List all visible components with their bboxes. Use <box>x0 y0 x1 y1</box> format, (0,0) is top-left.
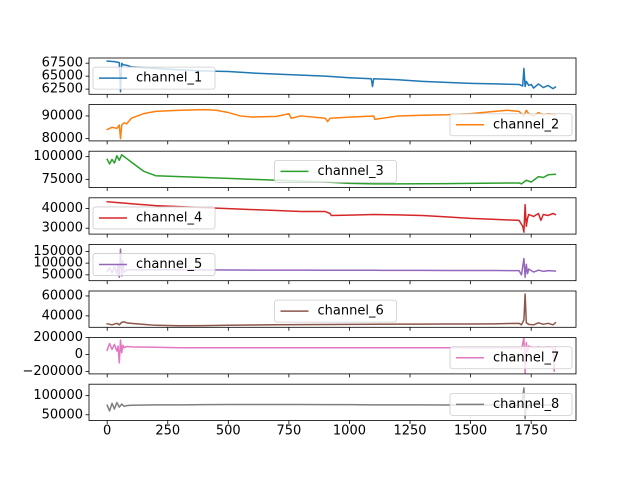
axes-frame <box>88 150 577 188</box>
y-tick-label: 67500 <box>42 56 83 71</box>
series-line-channel_6 <box>106 293 557 327</box>
legend: channel_3 <box>274 159 397 183</box>
y-tick-label: 100000 <box>33 256 83 271</box>
y-tick-label: 50000 <box>42 267 83 282</box>
y-tick-label: 0 <box>75 347 83 362</box>
x-tick-label: 1250 <box>393 424 426 439</box>
legend-label: channel_8 <box>493 397 559 412</box>
legend: channel_7 <box>449 346 573 370</box>
y-tick-label: 150000 <box>33 244 83 259</box>
x-tick-label: 750 <box>276 424 301 439</box>
subplot-channel_4: 30000 40000 channel_4 <box>42 197 577 238</box>
x-tick-label: 500 <box>216 424 241 439</box>
y-tick-label: 80000 <box>42 131 83 146</box>
x-tick-label: 1000 <box>333 424 366 439</box>
y-tick-label: 62500 <box>42 82 83 97</box>
y-tick-label: 100000 <box>33 388 83 403</box>
legend-frame <box>449 113 573 137</box>
y-tick-label: 50000 <box>42 407 83 422</box>
legend: channel_6 <box>274 299 397 323</box>
y-tick-label: 40000 <box>42 201 83 216</box>
legend-label: channel_5 <box>136 257 202 272</box>
x-tick-label: 0 <box>103 424 111 439</box>
axes-frame <box>88 243 577 282</box>
x-tick-label: 1500 <box>454 424 487 439</box>
legend-label: channel_1 <box>136 71 202 86</box>
y-tick-label: −200000 <box>22 364 83 379</box>
legend: channel_5 <box>92 253 216 276</box>
legend-frame <box>449 392 573 416</box>
y-tick-label: 75000 <box>42 172 83 187</box>
legend-frame <box>92 66 216 90</box>
x-tick-label: 1750 <box>515 424 548 439</box>
legend-label: channel_7 <box>493 350 559 365</box>
legend: channel_2 <box>449 113 573 137</box>
axes-frame <box>88 290 577 328</box>
y-tick-label: 90000 <box>42 108 83 123</box>
y-tick-label: 40000 <box>42 308 83 323</box>
series-line-channel_7 <box>106 337 557 374</box>
axes-frame <box>88 383 577 421</box>
legend-label: channel_3 <box>318 164 384 179</box>
legend-frame <box>274 299 397 323</box>
series-line-channel_4 <box>106 200 557 233</box>
legend-label: channel_4 <box>136 210 202 225</box>
legend: channel_4 <box>92 206 216 230</box>
series-line-channel_1 <box>106 60 557 93</box>
axes-frame <box>88 337 577 375</box>
legend-frame <box>92 206 216 230</box>
subplot-channel_2: 80000 90000 channel_2 <box>42 104 577 146</box>
subplot-channel_3: 75000 100000 channel_3 <box>33 149 577 191</box>
axes-frame <box>88 104 577 142</box>
y-tick-label: 65000 <box>42 69 83 84</box>
legend-frame <box>92 253 216 276</box>
legend: channel_8 <box>449 392 573 416</box>
y-tick-label: 100000 <box>33 149 83 164</box>
y-tick-label: 60000 <box>42 288 83 303</box>
legend-frame <box>274 159 397 183</box>
subplot-channel_6: 40000 60000 channel_6 <box>42 288 577 331</box>
legend-label: channel_2 <box>493 117 559 132</box>
legend-label: channel_6 <box>318 304 384 319</box>
axes-frame <box>88 197 577 235</box>
subplot-channel_7: −200000 0 200000 channel_7 <box>22 330 577 379</box>
y-tick-label: 200000 <box>33 330 83 345</box>
legend: channel_1 <box>92 66 216 90</box>
legend-frame <box>449 346 573 370</box>
y-tick-label: 30000 <box>42 221 83 236</box>
subplot-channel_8: 50000 100000 channel_8 0 250 500 750 1000 1250 15… <box>33 383 577 439</box>
x-tick-label: 250 <box>155 424 180 439</box>
